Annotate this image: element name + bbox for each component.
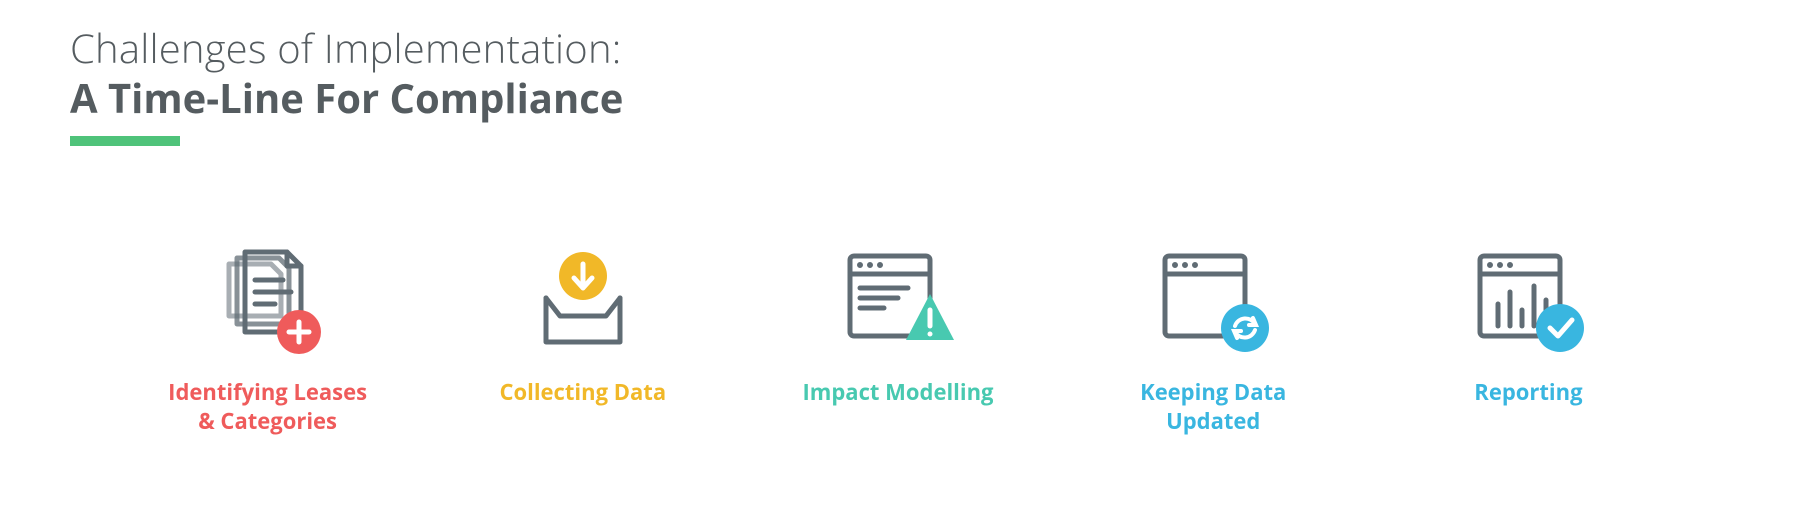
step-label: Reporting [1371,378,1686,407]
step-reporting: Reporting [1371,236,1686,435]
documents-plus-icon [110,236,425,356]
step-label: Collecting Data [425,378,740,407]
title-line-2: A Time-Line For Compliance [70,72,1726,124]
steps-row: Identifying Leases & Categories [70,236,1726,435]
inbox-download-icon [425,236,740,356]
title-line-1: Challenges of Implementation: [70,24,1726,72]
window-chart-check-icon [1371,236,1686,356]
step-collecting-data: Collecting Data [425,236,740,435]
title-underline [70,136,180,146]
step-impact-modelling: Impact Modelling [740,236,1055,435]
infographic-root: Challenges of Implementation: A Time-Lin… [0,0,1796,522]
step-label: Identifying Leases & Categories [110,378,425,435]
step-label: Keeping Data Updated [1056,378,1371,435]
step-identifying-leases: Identifying Leases & Categories [110,236,425,435]
step-label: Impact Modelling [740,378,1055,407]
step-keeping-data-updated: Keeping Data Updated [1056,236,1371,435]
window-warning-icon [740,236,1055,356]
window-refresh-icon [1056,236,1371,356]
